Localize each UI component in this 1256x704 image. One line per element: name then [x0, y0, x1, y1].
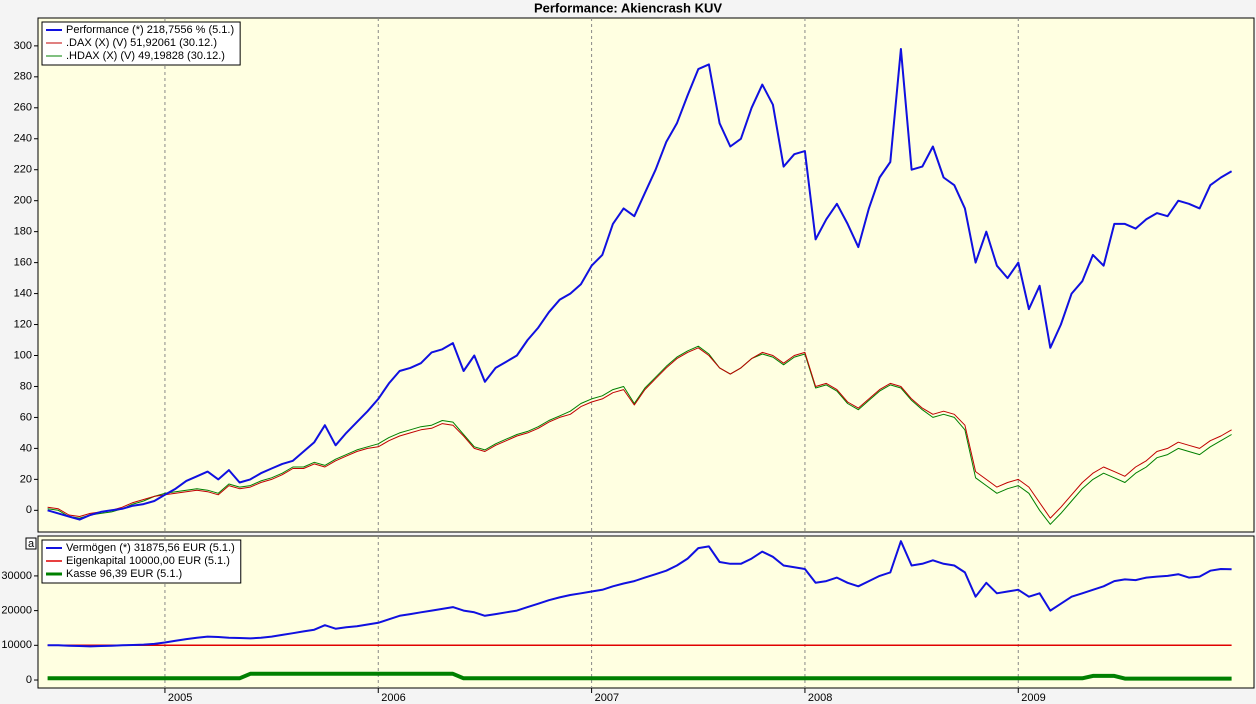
y-tick-label: 100: [14, 349, 32, 361]
legend-label: .DAX (X) (V) 51,92061 (30.12.): [66, 37, 217, 49]
y-tick-label: 220: [14, 164, 32, 176]
panel-label: a: [28, 538, 35, 550]
y-tick-label: 0: [26, 504, 32, 516]
y-tick-label: 10000: [1, 639, 32, 651]
y-tick-label: 160: [14, 257, 32, 269]
legend-label: Vermögen (*) 31875,56 EUR (5.1.): [66, 542, 235, 554]
y-tick-label: 80: [20, 380, 32, 392]
y-tick-label: 30000: [1, 570, 32, 582]
y-tick-label: 120: [14, 318, 32, 330]
legend-box: [41, 21, 241, 66]
plot-area: [37, 17, 1255, 533]
x-tick-label: 2009: [1021, 692, 1045, 704]
legend-label: Performance (*) 218,7556 % (5.1.): [66, 24, 234, 36]
x-tick-label: 2005: [168, 692, 192, 704]
series-line: [47, 671, 1232, 681]
y-tick-label: 140: [14, 287, 32, 299]
panel-label-box: [25, 537, 37, 550]
chart-title: Performance: Akiencrash KUV: [534, 0, 722, 15]
y-tick-label: 180: [14, 226, 32, 238]
y-tick-label: 280: [14, 71, 32, 83]
series-line: [47, 540, 1232, 648]
y-tick-label: 40: [20, 442, 32, 454]
y-tick-label: 260: [14, 102, 32, 114]
series-line: [47, 345, 1232, 525]
y-tick-label: 20: [20, 473, 32, 485]
y-tick-label: 300: [14, 40, 32, 52]
series-line: [47, 48, 1233, 521]
series-line: [47, 347, 1232, 519]
y-tick-label: 60: [20, 411, 32, 423]
legend-label: .HDAX (X) (V) 49,19828 (30.12.): [66, 50, 225, 62]
y-tick-label: 20000: [1, 605, 32, 617]
x-tick-label: 2007: [595, 692, 619, 704]
legend-box: [41, 539, 242, 584]
y-tick-label: 0: [26, 674, 32, 686]
x-tick-label: 2008: [808, 692, 832, 704]
y-tick-label: 200: [14, 195, 32, 207]
y-tick-label: 240: [14, 133, 32, 145]
legend-label: Kasse 96,39 EUR (5.1.): [66, 568, 182, 580]
legend-label: Eigenkapital 10000,00 EUR (5.1.): [66, 555, 230, 567]
x-tick-label: 2006: [381, 692, 405, 704]
